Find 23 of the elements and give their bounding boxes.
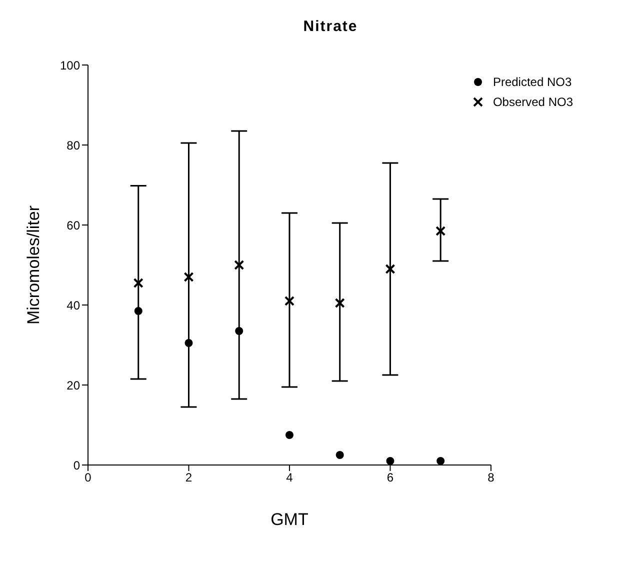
point — [235, 327, 244, 335]
y-tick-label: 40 — [66, 298, 80, 312]
y-axis-title: Micromoles/liter — [24, 205, 44, 325]
point — [436, 457, 445, 465]
y-tick-label: 0 — [73, 458, 80, 472]
point — [285, 431, 294, 439]
x-tick-label: 2 — [185, 470, 192, 485]
x-tick-label: 0 — [84, 470, 92, 485]
point — [386, 457, 394, 465]
y-tick-label: 60 — [66, 218, 80, 232]
point — [184, 339, 193, 347]
y-tick-label: 80 — [66, 138, 80, 152]
x-tick-label: 6 — [386, 470, 394, 485]
chart-title: Nitrate — [302, 18, 359, 35]
x-tick-label: 4 — [286, 470, 294, 485]
point — [336, 451, 344, 459]
y-tick-label: 100 — [60, 58, 80, 72]
y-tick-label: 20 — [66, 378, 80, 392]
legend-label: Predicted NO3 — [492, 75, 572, 89]
x-axis-title: GMT — [270, 510, 308, 529]
point — [134, 307, 142, 315]
legend-label: Observed NO3 — [492, 95, 573, 109]
x-tick-label: 8 — [488, 470, 495, 485]
